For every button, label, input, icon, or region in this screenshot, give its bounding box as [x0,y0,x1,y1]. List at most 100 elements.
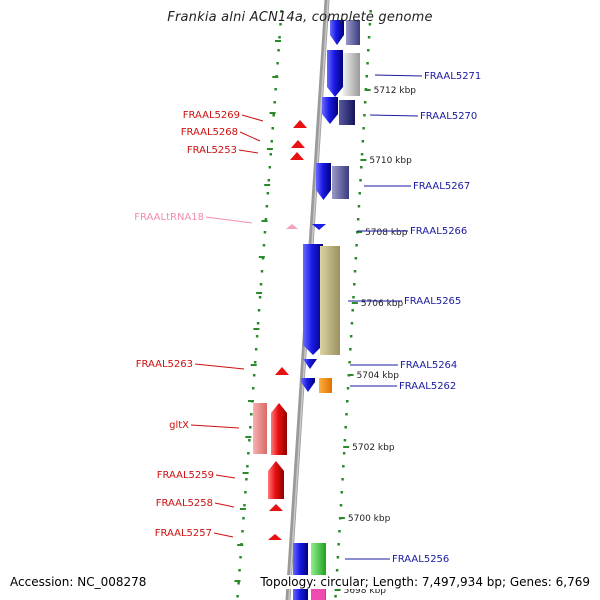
gene-block-top-partner [346,20,360,45]
right-guide-dot [346,387,350,390]
gene-label-fraal5268: FRAAL5268 [181,127,238,138]
right-guide-dot [368,23,372,26]
left-guide-dot [262,244,266,247]
leader-line-fraal5259 [215,474,236,479]
leader-line-fraaltrna18 [205,216,253,224]
right-guide-dot [367,36,371,39]
left-guide-dot [276,62,279,65]
right-guide-dot [334,595,337,598]
scale-tick [347,374,354,376]
right-guide-dot [335,569,339,572]
gene-block-fraal5267-partner [332,166,349,199]
gene-block-fraal5269 [293,120,307,128]
gene-label-fraal5266: FRAAL5266 [410,226,467,237]
left-scale-tick [245,436,252,438]
gene-label-fraal5270: FRAAL5270 [420,111,477,122]
gene-label-gltx: gltX [169,420,189,431]
scale-tick [351,302,358,304]
leader-line-fraal5269 [241,114,264,122]
gene-block-fraal5264 [303,359,317,369]
left-guide-dot [268,166,272,169]
left-guide-dot [246,465,249,468]
left-scale-tick [256,292,263,294]
gene-block-fraal5257 [268,534,282,540]
left-guide-dot [272,114,275,117]
right-guide-dot [363,114,366,117]
gene-block-fral5253 [290,152,304,160]
left-scale-tick [237,544,244,546]
right-guide-dot [365,75,368,78]
scale-tick [364,89,371,91]
right-guide-dot [363,101,367,104]
scale-tick [343,446,350,448]
gene-block-top [330,20,344,45]
scale-label: 5704 kbp [357,371,400,381]
left-guide-dot [278,36,281,39]
right-guide-dot [349,335,353,338]
left-scale-tick [269,112,276,114]
map-title: Frankia alni ACN14a, complete genome [167,10,433,25]
gene-block-fraal5270 [322,97,338,124]
leader-line-fral5253 [238,149,259,154]
right-guide-dot [342,452,346,455]
leader-line-fraal5268 [239,131,261,142]
leader-line-fraal5271 [374,74,423,77]
left-guide-dot [260,270,264,273]
scale-tick [360,159,367,161]
right-guide-dot [366,62,369,65]
left-guide-dot [253,361,257,364]
right-guide-dot [352,296,355,299]
left-guide-dot [238,569,241,572]
left-guide-dot [248,439,251,442]
gene-block-fraal5268 [291,140,305,148]
gene-block-gltx [271,403,287,455]
right-guide-dot [356,218,360,221]
right-guide-dot [357,205,361,208]
right-guide-dot [345,413,348,416]
right-guide-dot [350,322,354,325]
gene-label-fraal5265: FRAAL5265 [404,296,461,307]
scale-tick [334,589,341,591]
right-guide-dot [336,556,340,559]
gene-label-fraal5258: FRAAL5258 [156,498,213,509]
left-guide-dot [247,452,250,455]
left-guide-dot [263,231,267,234]
right-guide-dot [360,166,363,169]
leader-line-fraal5258 [214,502,235,508]
left-guide-dot [266,192,270,195]
scale-label: 5710 kbp [369,156,412,166]
accession-text: Accession: NC_008278 [8,575,149,589]
right-guide-dot [339,504,343,507]
left-scale-tick [253,328,260,330]
right-guide-dot [369,10,372,13]
gene-label-fraal5259: FRAAL5259 [157,470,214,481]
gene-block-fraal5263 [275,367,289,375]
gene-block-fraal5262-partner [319,378,332,393]
scale-label: 5702 kbp [352,443,395,453]
left-guide-dot [269,153,273,156]
right-guide-dot [341,478,344,481]
gene-label-fraal5264: FRAAL5264 [400,360,457,371]
left-scale-tick [248,400,254,402]
left-scale-tick [266,148,273,150]
scale-label: 5700 kbp [348,514,391,524]
left-scale-tick [272,76,279,78]
left-scale-tick [250,364,257,366]
gene-label-fraaltrna18: FRAALtRNA18 [134,212,204,223]
gene-label-fraal5263: FRAAL5263 [136,359,193,370]
right-guide-dot [359,179,362,182]
gene-label-fraal5267: FRAAL5267 [413,181,470,192]
left-guide-dot [236,595,239,598]
scale-label: 5708 kbp [365,228,408,238]
left-scale-tick [234,580,241,582]
leader-line-fraal5270 [369,114,419,117]
right-guide-dot [346,400,349,403]
right-guide-dot [367,49,370,52]
left-guide-dot [243,504,246,507]
left-guide-dot [271,127,274,130]
left-guide-dot [242,517,245,520]
genome-summary-text: Topology: circular; Length: 7,497,934 bp… [258,575,592,589]
gene-label-fraal5269: FRAAL5269 [183,110,240,121]
left-scale-tick [264,184,271,186]
